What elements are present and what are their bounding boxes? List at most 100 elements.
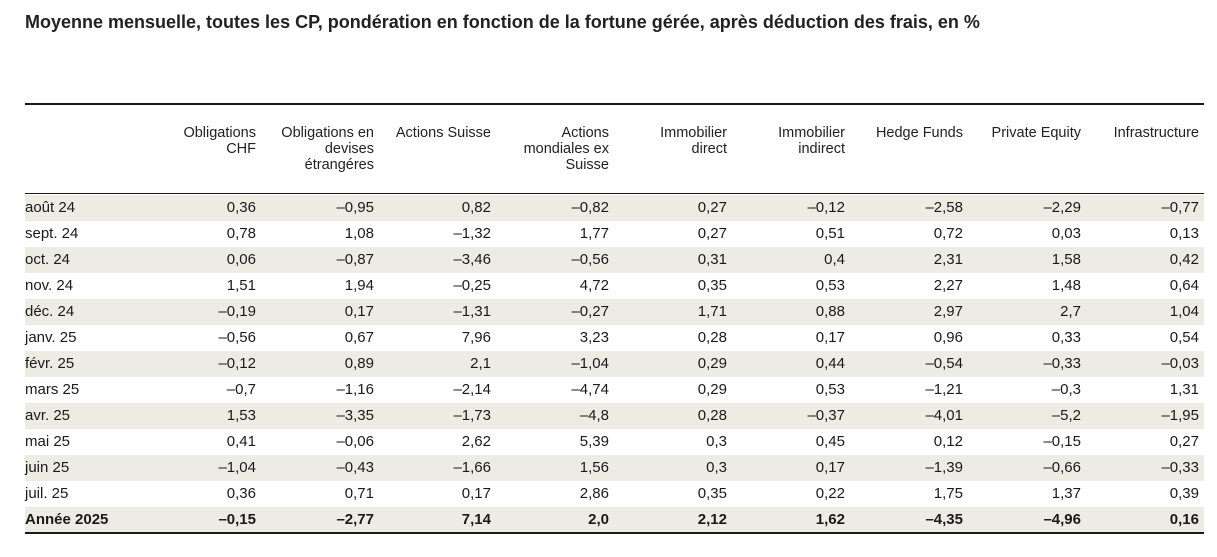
- table-cell: 1,62: [815, 511, 845, 528]
- table-cell: –0,12: [807, 199, 845, 216]
- table-row: nov. 24 1,51 1,94 –0,25 4,72 0,35 0,53 2,27 1,48…: [25, 273, 1204, 299]
- table-cell: 0,88: [815, 303, 845, 320]
- table-cell: 0,35: [697, 277, 727, 294]
- row-label: août 24: [25, 199, 76, 216]
- table-cell: 0,36: [226, 199, 256, 216]
- table-cell: 0,36: [226, 485, 256, 502]
- table-cell: –1,66: [453, 459, 491, 476]
- column-header-line: Private Equity: [991, 125, 1081, 141]
- table-cell: 1,58: [1051, 251, 1081, 268]
- row-label: déc. 24: [25, 303, 75, 320]
- table-cell: –4,8: [579, 407, 609, 424]
- table-cell: 1,71: [697, 303, 727, 320]
- table-cell: 0,53: [815, 381, 845, 398]
- table-cell: 1,77: [579, 225, 609, 242]
- table-cell: 0,78: [226, 225, 256, 242]
- table-cell: –2,29: [1043, 199, 1081, 216]
- table-cell: 0,27: [697, 225, 727, 242]
- total-row: Année 2025 –0,15 –2,77 7,14 2,0 2,12 1,62 –4,35…: [25, 507, 1204, 533]
- table-cell: 0,41: [226, 433, 256, 450]
- column-header-line: Immobilier: [660, 125, 727, 141]
- row-label: avr. 25: [25, 407, 71, 424]
- table-row: oct. 24 0,06 –0,87 –3,46 –0,56 0,31 0,4 2,31 1,5…: [25, 247, 1204, 273]
- table-cell: 2,12: [697, 511, 727, 528]
- table-cell: 0,82: [461, 199, 491, 216]
- table-cell: 2,62: [461, 433, 491, 450]
- table-cell: 0,39: [1169, 485, 1199, 502]
- column-header-line: Obligations en: [281, 125, 374, 141]
- table-cell: 0,13: [1169, 225, 1199, 242]
- column-header-line: Immobilier: [778, 125, 845, 141]
- table-cell: –1,04: [571, 355, 609, 372]
- table-cell: –1,95: [1161, 407, 1199, 424]
- table-cell: 0,33: [1051, 329, 1081, 346]
- table-cell: 1,94: [344, 277, 374, 294]
- column-header-line: Suisse: [565, 157, 609, 173]
- column-header-line: CHF: [226, 141, 256, 157]
- row-label: févr. 25: [25, 355, 75, 372]
- table-row: sept. 24 0,78 1,08 –1,32 1,77 0,27 0,51 0,72 0,0…: [25, 221, 1204, 247]
- table-cell: 2,0: [588, 511, 609, 528]
- column-header-line: Hedge Funds: [875, 125, 963, 141]
- table-cell: 0,35: [697, 485, 727, 502]
- table-cell: 2,27: [933, 277, 963, 294]
- table-cell: –1,73: [453, 407, 491, 424]
- table-cell: –0,25: [453, 277, 491, 294]
- table-cell: 1,08: [344, 225, 374, 242]
- table-cell: –1,21: [925, 381, 963, 398]
- column-header: Obligations en devises étrangéres: [281, 125, 374, 173]
- table-cell: –0,19: [218, 303, 256, 320]
- table-cell: 0,27: [1169, 433, 1199, 450]
- table-cell: 5,39: [579, 433, 609, 450]
- table-cell: 0,4: [824, 251, 845, 268]
- row-label: mai 25: [25, 433, 71, 450]
- column-header: Infrastructure: [1114, 125, 1199, 141]
- table-cell: 1,04: [1169, 303, 1199, 320]
- table-cell: 0,54: [1169, 329, 1199, 346]
- header-rule: [25, 193, 1204, 194]
- table-cell: 7,96: [461, 329, 491, 346]
- table-cell: 0,17: [815, 329, 845, 346]
- column-header: Immobilier direct: [660, 125, 727, 157]
- column-header: Private Equity: [992, 125, 1081, 141]
- column-header-line: Obligations: [183, 125, 256, 141]
- table-cell: 0,28: [697, 329, 727, 346]
- table-cell: –0,54: [925, 355, 963, 372]
- column-header-line: indirect: [798, 141, 845, 157]
- column-header: Hedge Funds: [876, 125, 963, 141]
- table-cell: 0,31: [697, 251, 727, 268]
- table-cell: 1,56: [579, 459, 609, 476]
- column-header-line: étrangéres: [304, 157, 374, 173]
- column-header-line: devises: [324, 141, 374, 157]
- table-cell: 0,89: [344, 355, 374, 372]
- column-header: Obligations CHF: [183, 125, 256, 157]
- table-cell: 4,72: [579, 277, 609, 294]
- column-header-line: mondiales ex: [523, 141, 609, 157]
- table-cell: 0,17: [815, 459, 845, 476]
- table-cell: 2,86: [579, 485, 609, 502]
- table-cell: –0,03: [1161, 355, 1199, 372]
- table-cell: –0,15: [218, 511, 256, 528]
- column-header: Actions Suisse: [396, 125, 491, 141]
- table-cell: 0,44: [815, 355, 845, 372]
- table-cell: 3,23: [579, 329, 609, 346]
- table-cell: 7,14: [461, 511, 491, 528]
- data-table: août 24 0,36 –0,95 0,82 –0,82 0,27 –0,12 –2,58 –…: [25, 195, 1204, 533]
- table-cell: 0,72: [933, 225, 963, 242]
- table-cell: –3,35: [336, 407, 374, 424]
- table-row: mars 25 –0,7 –1,16 –2,14 –4,74 0,29 0,53 –1,21 –…: [25, 377, 1204, 403]
- column-header: Actions mondiales ex Suisse: [524, 125, 609, 173]
- row-label: nov. 24: [25, 277, 74, 294]
- table-cell: 2,1: [470, 355, 491, 372]
- table-row: févr. 25 –0,12 0,89 2,1 –1,04 0,29 0,44 –0,54 –0…: [25, 351, 1204, 377]
- table-cell: 0,42: [1169, 251, 1199, 268]
- column-header-line: Infrastructure: [1113, 125, 1199, 141]
- table-cell: 0,96: [933, 329, 963, 346]
- table-cell: –4,01: [925, 407, 963, 424]
- table-cell: 1,75: [933, 485, 963, 502]
- table-row: mai 25 0,41 –0,06 2,62 5,39 0,3 0,45 0,12 –0,15 0…: [25, 429, 1204, 455]
- table-cell: –1,31: [453, 303, 491, 320]
- table-cell: 0,06: [226, 251, 256, 268]
- table-cell: –0,87: [336, 251, 374, 268]
- table-row: déc. 24 –0,19 0,17 –1,31 –0,27 1,71 0,88 2,97 2,…: [25, 299, 1204, 325]
